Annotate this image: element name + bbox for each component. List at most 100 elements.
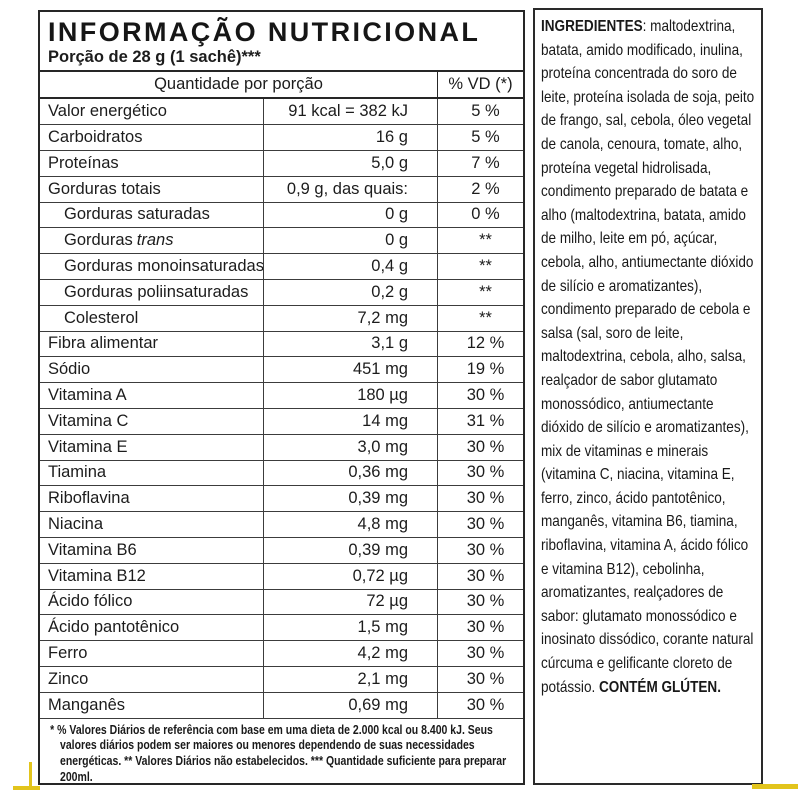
nutrient-amount: 1,5 mg (263, 615, 437, 641)
yellow-edge-artifact-right-horizontal (752, 784, 798, 789)
nutrient-daily-value: 5 % (437, 99, 523, 125)
ingredients-body: : maltodextrina, batata, amido modificad… (541, 18, 755, 696)
nutrient-name: Gorduras totais (48, 179, 161, 198)
nutrient-name: Vitamina B12 (48, 566, 146, 585)
nutrient-name-cell: Vitamina E (40, 435, 263, 460)
table-row: Gorduras totais 0,9 g, das quais: 2 % (40, 176, 523, 203)
table-row: Carboidratos 16 g 5 % (40, 125, 523, 151)
nutrient-name: Carboidratos (48, 128, 143, 147)
nutrient-name-cell: Ferro (40, 641, 263, 666)
table-row: Vitamina B6 0,39 mg 30 % (40, 537, 523, 564)
nutrient-amount: 0 g (263, 202, 437, 228)
nutrient-amount: 0,39 mg (263, 537, 437, 563)
nutrient-daily-value: ** (437, 305, 523, 331)
nutrient-daily-value: 30 % (437, 383, 523, 408)
table-row: Valor energético 91 kcal = 382 kJ 5 % (40, 99, 523, 126)
nutrient-name: Vitamina A (48, 386, 127, 405)
table-row: Gorduras saturadas 0 g 0 % (40, 202, 523, 229)
nutrient-name-cell: Vitamina A (40, 383, 263, 408)
nutrient-name-cell: Fibra alimentar (40, 332, 263, 357)
table-row: Sódio 451 mg 19 % (40, 357, 523, 384)
nutrient-name: Gorduras (64, 231, 133, 250)
nutrient-amount: 0,2 g (263, 279, 437, 305)
nutrient-name-cell: Niacina (40, 512, 263, 537)
nutrient-name: Gorduras monoinsaturadas (64, 257, 263, 276)
nutrient-name: Tiamina (48, 463, 107, 482)
nutrient-amount: 0 g (263, 228, 437, 254)
nutrient-name-cell: Gorduras trans (40, 228, 263, 253)
footnote-text: * % Valores Diários de referência com ba… (50, 721, 507, 783)
table-row: Colesterol 7,2 mg ** (40, 305, 523, 332)
nutrient-daily-value: 30 % (437, 589, 523, 615)
nutrient-daily-value: 19 % (437, 357, 523, 383)
nutrient-name: Riboflavina (48, 489, 130, 508)
column-header-quantity: Quantidade por porção (154, 75, 323, 94)
nutrient-name-cell: Vitamina B12 (40, 564, 263, 589)
nutrient-amount: 16 g (263, 125, 437, 150)
table-row: Manganês 0,69 mg 30 % (40, 692, 523, 719)
nutrient-daily-value: 30 % (437, 434, 523, 460)
table-row: Tiamina 0,36 mg 30 % (40, 460, 523, 487)
nutrient-amount: 0,36 mg (263, 460, 437, 486)
nutrient-amount: 2,1 mg (263, 666, 437, 692)
table-row: Vitamina E 3,0 mg 30 % (40, 434, 523, 461)
nutrient-daily-value: 7 % (437, 150, 523, 176)
table-header-row: Quantidade por porção % VD (*) (40, 70, 523, 100)
nutrient-name-cell: Riboflavina (40, 486, 263, 511)
nutrient-name-cell: Colesterol (40, 306, 263, 331)
nutrient-name: Ferro (48, 644, 88, 663)
table-row: Vitamina C 14 mg 31 % (40, 408, 523, 435)
nutrient-daily-value: 5 % (437, 125, 523, 150)
nutrient-name-cell: Gorduras monoinsaturadas (40, 254, 263, 279)
nutrient-amount: 91 kcal = 382 kJ (263, 99, 437, 125)
nutrient-daily-value: ** (437, 279, 523, 305)
nutrient-daily-value: 12 % (437, 331, 523, 357)
table-row: Proteínas 5,0 g 7 % (40, 150, 523, 177)
nutrient-daily-value: ** (437, 228, 523, 254)
nutrient-name: Niacina (48, 515, 104, 534)
nutrient-amount: 3,1 g (263, 331, 437, 357)
nutrient-name-cell: Vitamina B6 (40, 538, 263, 563)
nutrient-name-cell: Vitamina C (40, 409, 263, 434)
serving-size: Porção de 28 g (1 sachê)*** (48, 48, 261, 67)
nutrient-amount: 14 mg (263, 408, 437, 434)
ingredients-text: INGREDIENTES: maltodextrina, batata, ami… (541, 15, 755, 699)
nutrient-daily-value: 30 % (437, 641, 523, 666)
footnote-section: * % Valores Diários de referência com ba… (40, 719, 523, 783)
table-row: Gorduras poliinsaturadas 0,2 g ** (40, 279, 523, 306)
nutrient-amount: 72 µg (263, 589, 437, 615)
nutrient-name: Vitamina E (48, 437, 128, 456)
nutrient-name: Sódio (48, 360, 91, 379)
nutrient-name-cell: Ácido fólico (40, 590, 263, 615)
nutrient-name: Vitamina C (48, 411, 129, 430)
nutrient-name-cell: Ácido pantotênico (40, 615, 263, 640)
table-row: Ácido fólico 72 µg 30 % (40, 589, 523, 616)
nutrient-amount: 0,9 g, das quais: (263, 176, 437, 202)
nutrient-name: Fibra alimentar (48, 334, 159, 353)
nutrient-name-cell: Tiamina (40, 461, 263, 486)
nutrient-name-italic: trans (136, 231, 174, 250)
nutrient-name: Ácido fólico (48, 592, 133, 611)
nutrient-name-cell: Proteínas (40, 151, 263, 176)
nutrient-amount: 0,39 mg (263, 486, 437, 512)
table-row: Gorduras monoinsaturadas 0,4 g ** (40, 254, 523, 280)
panel-title: INFORMAÇÃO NUTRICIONAL (48, 17, 481, 47)
nutrient-amount: 7,2 mg (263, 305, 437, 331)
nutrient-name: Zinco (48, 669, 89, 688)
gluten-warning: CONTÉM GLÚTEN. (599, 678, 721, 696)
nutrient-name: Gorduras poliinsaturadas (64, 282, 249, 301)
nutrient-name-cell: Gorduras poliinsaturadas (40, 280, 263, 305)
nutrient-name-cell: Carboidratos (40, 125, 263, 150)
nutrient-daily-value: 30 % (437, 537, 523, 563)
nutrient-name-cell: Valor energético (40, 99, 263, 124)
nutrient-daily-value: 30 % (437, 563, 523, 589)
table-row: Fibra alimentar 3,1 g 12 % (40, 331, 523, 358)
table-row: Ferro 4,2 mg 30 % (40, 641, 523, 667)
nutrient-name: Proteínas (48, 153, 119, 172)
nutrient-amount: 5,0 g (263, 150, 437, 176)
nutrient-daily-value: 30 % (437, 692, 523, 718)
nutrient-daily-value: 30 % (437, 512, 523, 537)
table-row: Ácido pantotênico 1,5 mg 30 % (40, 615, 523, 642)
nutrient-daily-value: 30 % (437, 460, 523, 486)
nutrient-amount: 180 µg (263, 383, 437, 408)
